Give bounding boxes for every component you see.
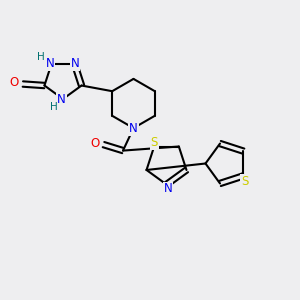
- Text: N: N: [129, 122, 138, 135]
- Text: N: N: [71, 57, 80, 70]
- Text: N: N: [46, 57, 54, 70]
- Text: N: N: [57, 93, 66, 106]
- Text: S: S: [241, 175, 249, 188]
- Text: O: O: [10, 76, 19, 89]
- Text: H: H: [50, 102, 57, 112]
- Text: N: N: [164, 182, 172, 196]
- Text: H: H: [37, 52, 44, 62]
- Text: S: S: [151, 136, 158, 149]
- Text: O: O: [91, 136, 100, 150]
